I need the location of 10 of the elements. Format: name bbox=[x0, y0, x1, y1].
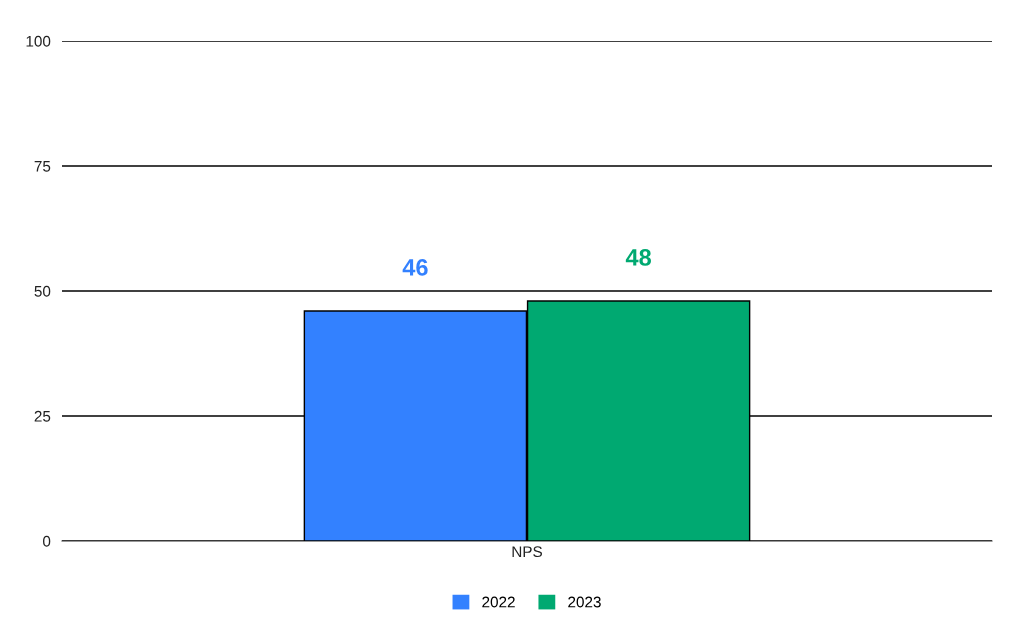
x-tick-label: NPS bbox=[512, 546, 542, 558]
y-tick-label: 25 bbox=[34, 410, 51, 422]
y-tick-label: 75 bbox=[34, 161, 51, 172]
y-tick-label: 100 bbox=[26, 35, 51, 47]
legend-label: 2022 bbox=[482, 596, 515, 608]
y-tick-label: 0 bbox=[42, 535, 51, 547]
y-tick-label: 50 bbox=[34, 285, 51, 297]
data-label: 48 bbox=[625, 249, 652, 266]
legend-label: 2023 bbox=[568, 596, 601, 608]
data-label: 46 bbox=[402, 259, 428, 276]
